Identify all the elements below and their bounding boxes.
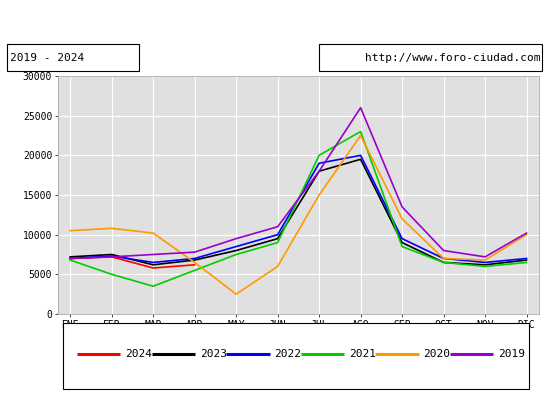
Bar — [319, 44, 542, 71]
Text: http://www.foro-ciudad.com: http://www.foro-ciudad.com — [365, 53, 540, 63]
Text: 2023: 2023 — [200, 348, 227, 358]
Bar — [7, 44, 139, 71]
Text: 2020: 2020 — [424, 348, 450, 358]
Text: Evolucion Nº Turistas Nacionales en el municipio de Ribeira: Evolucion Nº Turistas Nacionales en el m… — [39, 14, 511, 28]
Text: 2024: 2024 — [125, 348, 152, 358]
Text: 2021: 2021 — [349, 348, 376, 358]
Text: 2019 - 2024: 2019 - 2024 — [10, 53, 84, 63]
Text: 2022: 2022 — [274, 348, 301, 358]
Text: 2019: 2019 — [498, 348, 525, 358]
